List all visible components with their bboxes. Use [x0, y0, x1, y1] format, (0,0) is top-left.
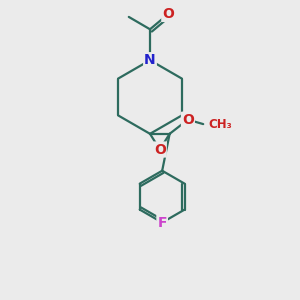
Text: O: O — [162, 7, 174, 21]
Text: F: F — [158, 215, 167, 230]
Text: O: O — [182, 113, 194, 127]
Text: O: O — [154, 142, 166, 157]
Text: CH₃: CH₃ — [208, 118, 232, 130]
Text: N: N — [144, 53, 156, 67]
